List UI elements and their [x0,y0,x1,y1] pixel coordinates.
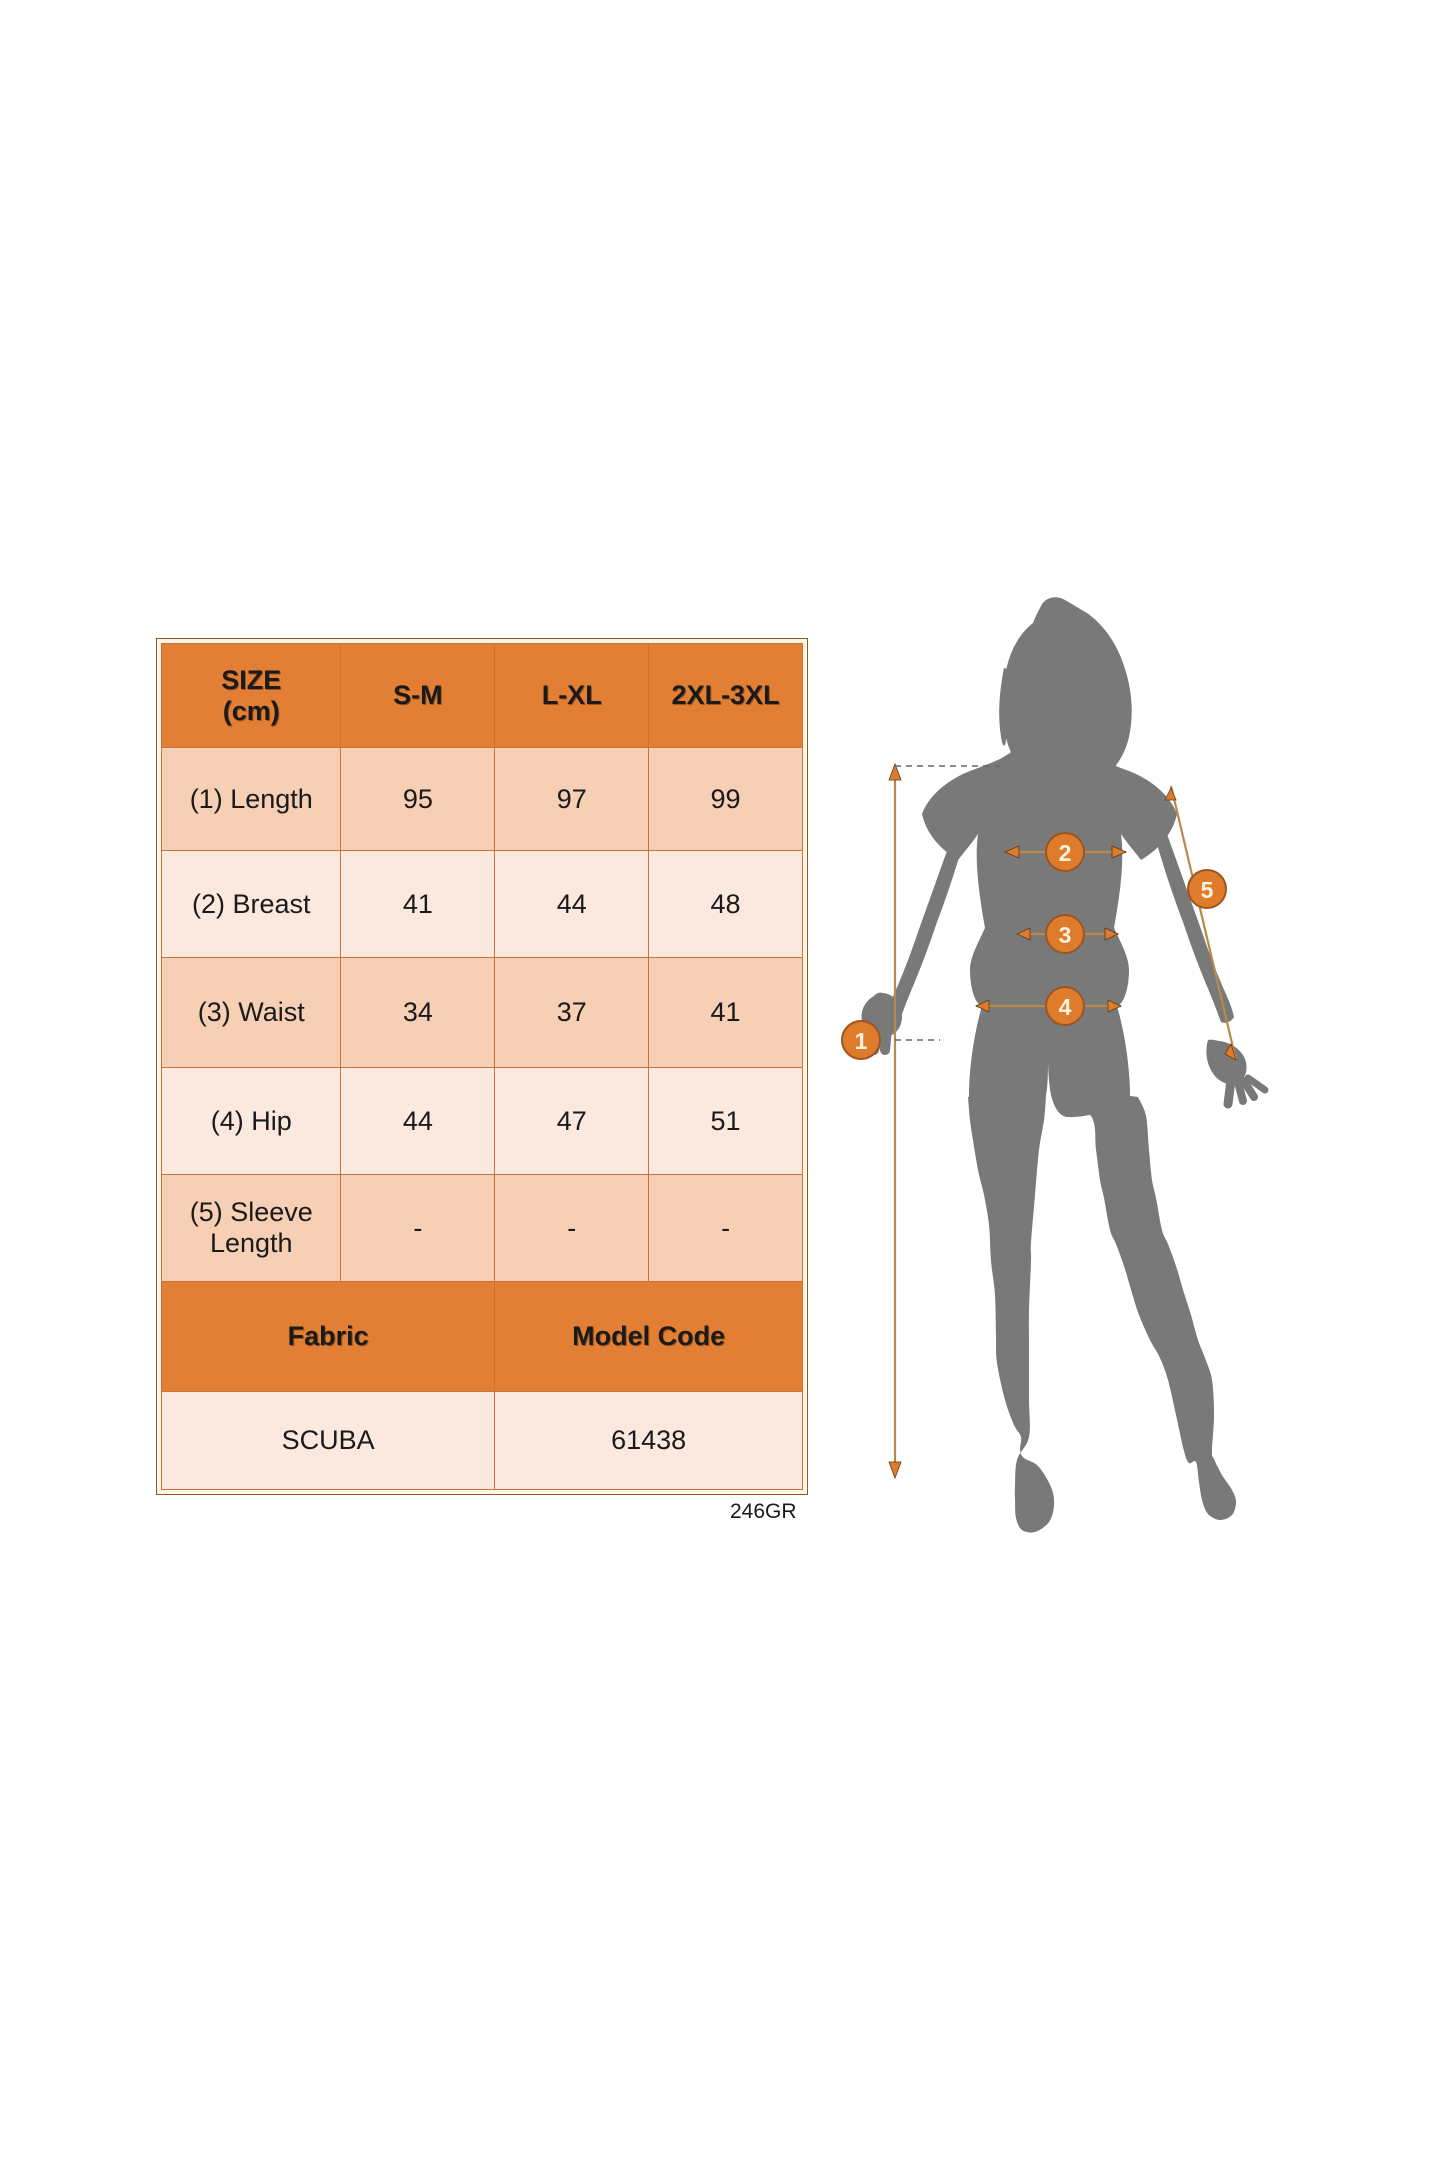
svg-text:3: 3 [1059,922,1072,948]
svg-text:2: 2 [1059,840,1072,866]
svg-text:5: 5 [1201,877,1214,903]
svg-text:4: 4 [1059,994,1072,1020]
svg-text:1: 1 [855,1028,868,1054]
